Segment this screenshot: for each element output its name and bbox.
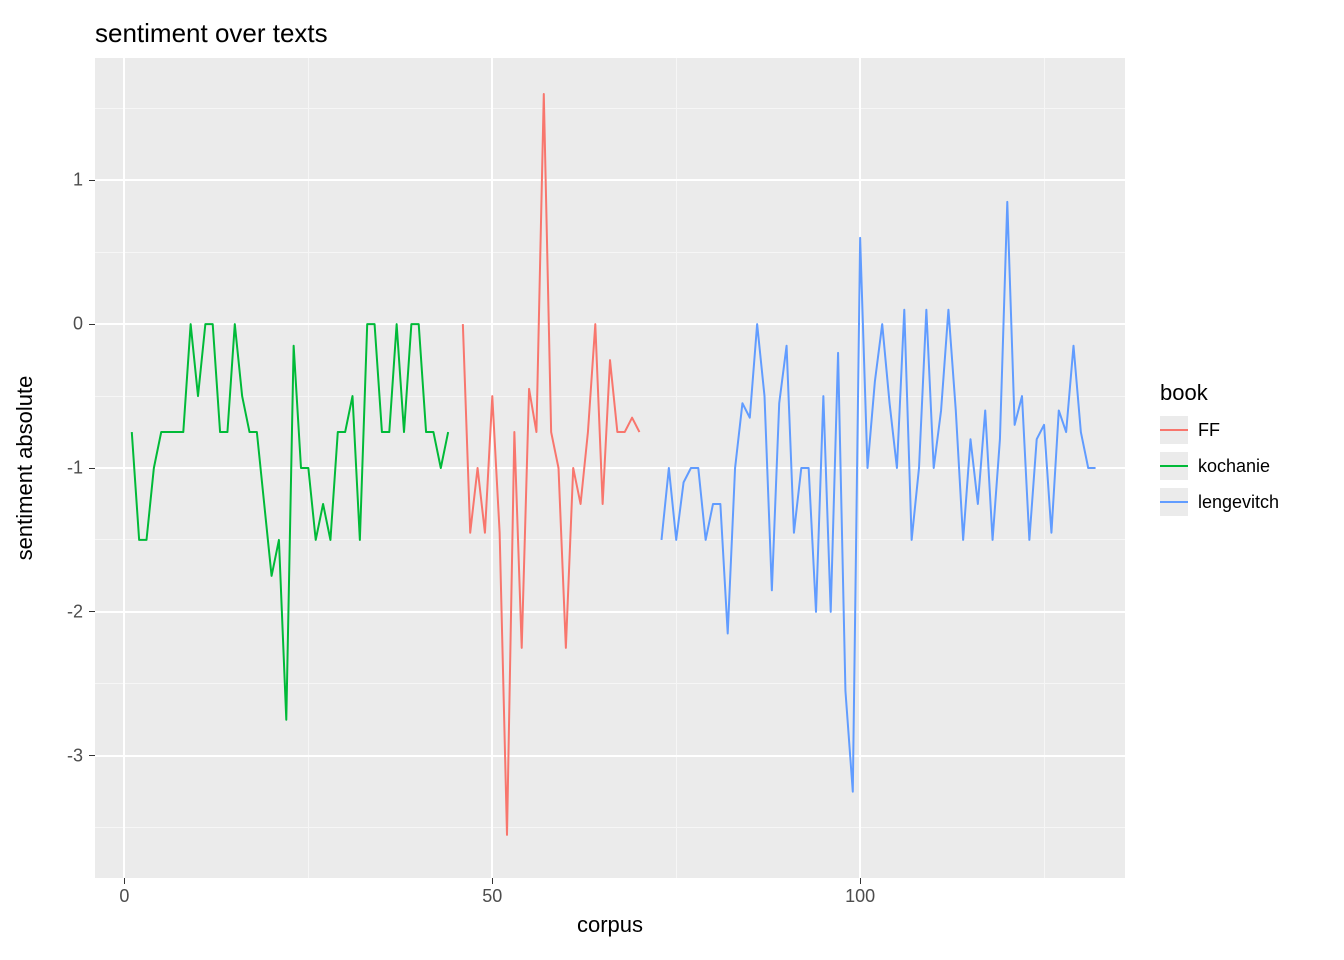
lines-layer — [95, 58, 1125, 878]
x-tick-label: 50 — [482, 886, 502, 907]
chart-title: sentiment over texts — [95, 18, 328, 49]
legend-key — [1160, 488, 1188, 516]
legend-key-line — [1160, 501, 1188, 503]
series-kochanie — [132, 324, 448, 720]
chart-container: sentiment over texts book FF kochanie leng… — [0, 0, 1344, 960]
y-tick — [89, 611, 95, 612]
y-axis-label: sentiment absolute — [12, 376, 38, 561]
x-tick — [124, 878, 125, 884]
x-axis-label: corpus — [577, 912, 643, 938]
x-tick — [492, 878, 493, 884]
series-lengevitch — [662, 202, 1096, 792]
y-tick — [89, 180, 95, 181]
legend-key — [1160, 416, 1188, 444]
y-tick-label: 0 — [73, 314, 83, 335]
plot-panel — [95, 58, 1125, 878]
legend-key — [1160, 452, 1188, 480]
legend: book FF kochanie lengevitch — [1160, 380, 1279, 524]
y-tick-label: -1 — [67, 458, 83, 479]
x-tick-label: 0 — [119, 886, 129, 907]
series-FF — [463, 94, 640, 835]
legend-label: kochanie — [1198, 456, 1270, 477]
y-tick-label: -3 — [67, 745, 83, 766]
legend-key-line — [1160, 465, 1188, 467]
legend-title: book — [1160, 380, 1279, 406]
y-tick — [89, 468, 95, 469]
legend-items: FF kochanie lengevitch — [1160, 416, 1279, 516]
x-tick-label: 100 — [845, 886, 875, 907]
y-tick-label: -2 — [67, 601, 83, 622]
y-tick — [89, 324, 95, 325]
y-tick-label: 1 — [73, 170, 83, 191]
legend-key-line — [1160, 429, 1188, 431]
x-tick — [860, 878, 861, 884]
y-tick — [89, 755, 95, 756]
legend-label: lengevitch — [1198, 492, 1279, 513]
legend-label: FF — [1198, 420, 1220, 441]
legend-item-kochanie: kochanie — [1160, 452, 1279, 480]
legend-item-lengevitch: lengevitch — [1160, 488, 1279, 516]
legend-item-FF: FF — [1160, 416, 1279, 444]
